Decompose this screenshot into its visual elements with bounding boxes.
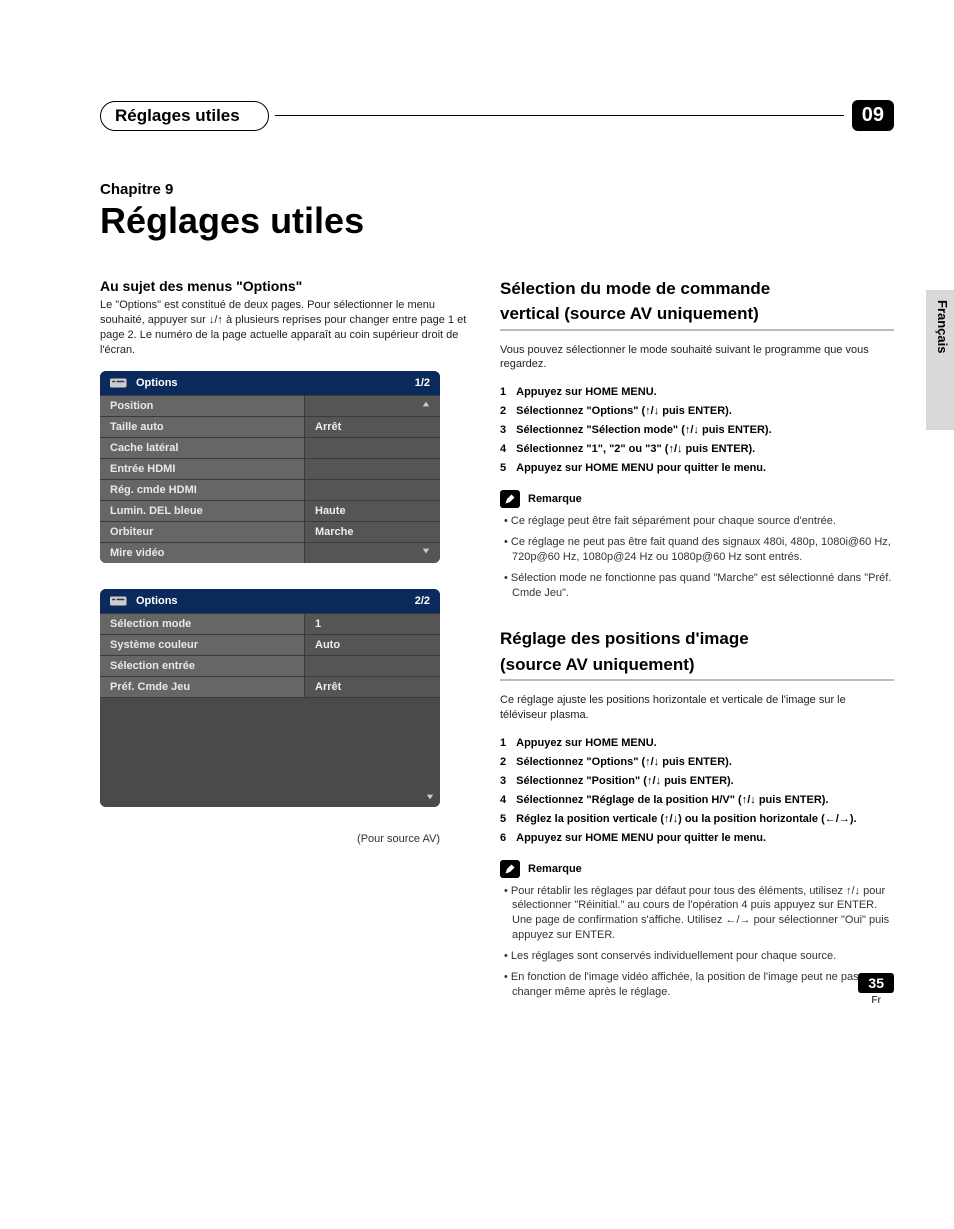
panel1-row-label: Mire vidéo [100,543,305,563]
section1-note: Ce réglage peut être fait séparément pou… [500,514,894,529]
panel2-row-value: Arrêt [305,677,440,697]
panel1-row-label: Rég. cmde HDMI [100,480,305,500]
header-pill: Réglages utiles [100,101,269,131]
section1-step: 2Sélectionnez "Options" (↑/↓ puis ENTER)… [500,405,894,417]
options-subhead: Au sujet des menus "Options" [100,278,470,294]
panel2-title: Options 2/2 [100,589,440,613]
panel1-row-label: Entrée HDMI [100,459,305,479]
panel-caption: (Pour source AV) [100,833,440,845]
section2-step: 6Appuyez sur HOME MENU pour quitter le m… [500,832,894,844]
panel2-row-value: Auto [305,635,440,655]
panel1-title: Options 1/2 [100,371,440,395]
down-arrow-icon [426,793,434,801]
section1-note: Ce réglage ne peut pas être fait quand d… [500,535,894,565]
panel1-row-value: Marche [305,522,440,542]
panel2-row-label: Sélection entrée [100,656,305,676]
section2-step: 2Sélectionnez "Options" (↑/↓ puis ENTER)… [500,756,894,768]
page-number-value: 35 [858,973,894,993]
section1-step: 5Appuyez sur HOME MENU pour quitter le m… [500,462,894,474]
section2-note: En fonction de l'image vidéo affichée, l… [500,970,894,1000]
section1-rule [500,329,894,331]
section2-intro: Ce réglage ajuste les positions horizont… [500,693,894,723]
section2-title-l1: Réglage des positions d'image [500,628,894,649]
pencil-icon [500,490,520,508]
section2-title-l2: (source AV uniquement) [500,654,894,675]
section2-step: 5Réglez la position verticale (↑/↓) ou l… [500,813,894,825]
left-column: Au sujet des menus "Options" Le "Options… [100,278,470,1006]
panel2-row-label: Préf. Cmde Jeu [100,677,305,697]
section2-note: Pour rétablir les réglages par défaut po… [500,884,894,943]
up-arrow-icon [422,400,430,408]
panel1-row-value [305,480,440,500]
down-arrow-icon [422,547,430,555]
panel1-page: 1/2 [415,377,430,389]
right-column: Sélection du mode de commande vertical (… [500,278,894,1006]
panel2-row-label: Système couleur [100,635,305,655]
options-icon [110,376,128,390]
section1-step: 4Sélectionnez "1", "2" ou "3" (↑/↓ puis … [500,443,894,455]
panel1-row-value: Haute [305,501,440,521]
panel1-row-label: Cache latéral [100,438,305,458]
options-icon [110,594,128,608]
section2-note-header: Remarque [500,860,894,878]
header-rule [275,115,844,116]
options-panel-1: Options 1/2 Position Taille autoArrêt Ca… [100,371,440,563]
section1-note-header: Remarque [500,490,894,508]
page-title: Réglages utiles [100,200,894,242]
panel1-row-value [305,396,440,416]
pencil-icon [500,860,520,878]
panel2-row-value: 1 [305,614,440,634]
section1-step: 3Sélectionnez "Sélection mode" (↑/↓ puis… [500,424,894,436]
panel2-filler [100,697,440,807]
panel1-row-value [305,459,440,479]
section1-step: 1Appuyez sur HOME MENU. [500,386,894,398]
options-panel-2: Options 2/2 Sélection mode1 Système coul… [100,589,440,807]
section2-note-label: Remarque [528,863,582,875]
section2-note: Les réglages sont conservés individuelle… [500,949,894,964]
section1-note: Sélection mode ne fonctionne pas quand "… [500,571,894,601]
section1-intro: Vous pouvez sélectionner le mode souhait… [500,343,894,373]
page-lang: Fr [858,995,894,1006]
page-header: Réglages utiles 09 [100,100,894,131]
chapter-number-badge: 09 [852,100,894,131]
section2-rule [500,679,894,681]
language-tab: Français [935,300,950,353]
section1-title-l1: Sélection du mode de commande [500,278,894,299]
section2-step: 3Sélectionnez "Position" (↑/↓ puis ENTER… [500,775,894,787]
panel1-row-label: Lumin. DEL bleue [100,501,305,521]
chapter-label: Chapitre 9 [100,181,894,198]
section1-title-l2: vertical (source AV uniquement) [500,303,894,324]
panel2-page: 2/2 [415,595,430,607]
panel1-row-label: Position [100,396,305,416]
panel2-row-value [305,656,440,676]
panel1-title-text: Options [136,377,178,389]
panel1-row-value: Arrêt [305,417,440,437]
section2-step: 1Appuyez sur HOME MENU. [500,737,894,749]
options-intro: Le "Options" est constitué de deux pages… [100,298,470,357]
panel2-row-label: Sélection mode [100,614,305,634]
panel1-row-label: Orbiteur [100,522,305,542]
section2-step: 4Sélectionnez "Réglage de la position H/… [500,794,894,806]
panel1-row-label: Taille auto [100,417,305,437]
panel2-title-text: Options [136,595,178,607]
section1-note-label: Remarque [528,493,582,505]
panel1-row-value [305,438,440,458]
panel1-row-value [305,543,440,563]
page-number: 35 Fr [858,973,894,1006]
